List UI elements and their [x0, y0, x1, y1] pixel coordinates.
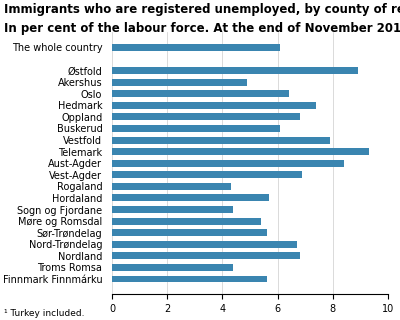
Bar	[112, 102, 316, 109]
Bar	[112, 79, 247, 86]
Bar	[112, 160, 344, 167]
Bar	[112, 264, 234, 271]
Bar	[112, 67, 358, 74]
Bar	[112, 276, 266, 283]
Text: In per cent of the labour force. At the end of November 2011: In per cent of the labour force. At the …	[4, 22, 400, 36]
Bar	[112, 218, 261, 225]
Bar	[112, 148, 369, 155]
Bar	[112, 206, 234, 213]
Bar	[112, 137, 330, 143]
Bar	[112, 229, 266, 236]
Bar	[112, 171, 302, 178]
Bar	[112, 252, 300, 259]
Bar	[112, 90, 289, 97]
Bar	[112, 195, 269, 201]
Bar	[112, 183, 231, 190]
Bar	[112, 241, 297, 248]
Text: Immigrants who are registered unemployed, by county of residence.: Immigrants who are registered unemployed…	[4, 3, 400, 16]
Bar	[112, 125, 280, 132]
Bar	[112, 113, 300, 120]
Bar	[112, 44, 280, 51]
Text: ¹ Turkey included.: ¹ Turkey included.	[4, 309, 84, 318]
